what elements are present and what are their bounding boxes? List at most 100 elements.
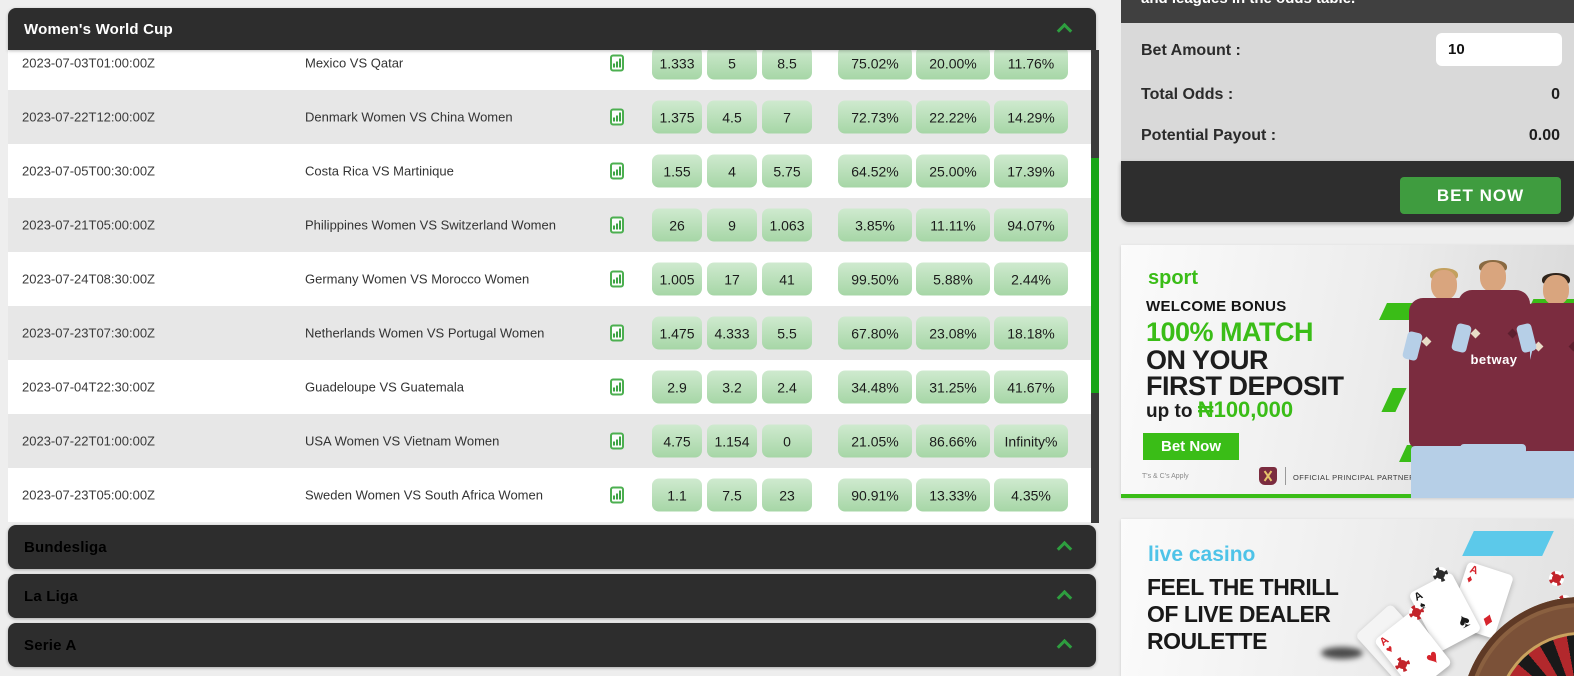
chevron-up-icon[interactable] xyxy=(1056,589,1073,606)
probability-button-home[interactable]: 99.50% xyxy=(838,262,912,296)
league-section-bar[interactable]: Bundesliga xyxy=(8,525,1096,569)
probability-button-draw[interactable]: 20.00% xyxy=(916,50,990,80)
odds-button-away[interactable]: 23 xyxy=(762,478,812,512)
odds-button-away[interactable]: 5.5 xyxy=(762,316,812,350)
probability-button-away[interactable]: 11.76% xyxy=(994,50,1068,80)
stats-chart-icon[interactable] xyxy=(610,378,624,396)
banner-bet-now-button[interactable]: Bet Now xyxy=(1143,433,1239,460)
odds-button-away[interactable]: 2.4 xyxy=(762,370,812,404)
casino-chip-red xyxy=(1395,657,1410,672)
league-section-bar[interactable]: La Liga xyxy=(8,574,1096,618)
probability-button-draw[interactable]: 23.08% xyxy=(916,316,990,350)
match-row: 2023-07-22T12:00:00Z Denmark Women VS Ch… xyxy=(8,90,1091,144)
probability-button-away[interactable]: 14.29% xyxy=(994,100,1068,134)
probability-button-away[interactable]: 2.44% xyxy=(994,262,1068,296)
odds-button-draw[interactable]: 7.5 xyxy=(707,478,757,512)
match-name: Sweden Women VS South Africa Women xyxy=(305,487,543,503)
match-date: 2023-07-21T05:00:00Z xyxy=(22,217,155,233)
probability-button-home[interactable]: 21.05% xyxy=(838,424,912,458)
probability-button-away[interactable]: 4.35% xyxy=(994,478,1068,512)
stats-chart-icon[interactable] xyxy=(610,432,624,450)
probability-group: 3.85% 11.11% 94.07% xyxy=(838,208,1068,242)
probability-button-draw[interactable]: 13.33% xyxy=(916,478,990,512)
probability-button-draw[interactable]: 86.66% xyxy=(916,424,990,458)
probability-button-home[interactable]: 64.52% xyxy=(838,154,912,188)
banner-terms-text: T's & C's Apply xyxy=(1142,473,1189,480)
league-header-womens-world-cup[interactable]: Women's World Cup xyxy=(8,8,1096,50)
odds-button-home[interactable]: 1.475 xyxy=(652,316,702,350)
odds-button-draw[interactable]: 3.2 xyxy=(707,370,757,404)
odds-button-home[interactable]: 4.75 xyxy=(652,424,702,458)
chevron-up-icon[interactable] xyxy=(1056,22,1073,39)
odds-group: 1.005 17 41 xyxy=(652,262,812,296)
odds-button-draw[interactable]: 5 xyxy=(707,50,757,80)
probability-button-draw[interactable]: 25.00% xyxy=(916,154,990,188)
odds-button-home[interactable]: 26 xyxy=(652,208,702,242)
probability-button-away[interactable]: 94.07% xyxy=(994,208,1068,242)
stats-chart-icon[interactable] xyxy=(610,216,624,234)
probability-button-draw[interactable]: 11.11% xyxy=(916,208,990,242)
chevron-up-icon[interactable] xyxy=(1056,638,1073,655)
probability-button-draw[interactable]: 31.25% xyxy=(916,370,990,404)
probability-button-draw[interactable]: 22.22% xyxy=(916,100,990,134)
jersey-brand-text: betway xyxy=(1470,352,1518,367)
probability-button-home[interactable]: 90.91% xyxy=(838,478,912,512)
sport-welcome-bonus-banner[interactable]: betway sport WELCOME BONUS 100% MATCH ON… xyxy=(1121,245,1574,498)
odds-button-draw[interactable]: 4 xyxy=(707,154,757,188)
probability-group: 99.50% 5.88% 2.44% xyxy=(838,262,1068,296)
odds-button-home[interactable]: 1.333 xyxy=(652,50,702,80)
league-section-bar[interactable]: Serie A xyxy=(8,623,1096,667)
odds-button-away[interactable]: 0 xyxy=(762,424,812,458)
probability-button-away[interactable]: 41.67% xyxy=(994,370,1068,404)
match-row: 2023-07-24T08:30:00Z Germany Women VS Mo… xyxy=(8,252,1091,306)
probability-button-home[interactable]: 75.02% xyxy=(838,50,912,80)
table-scrollbar-track[interactable] xyxy=(1091,50,1099,523)
stats-chart-icon[interactable] xyxy=(610,162,624,180)
casino-chip-red xyxy=(1409,605,1424,620)
probability-button-home[interactable]: 72.73% xyxy=(838,100,912,134)
probability-group: 34.48% 31.25% 41.67% xyxy=(838,370,1068,404)
odds-button-home[interactable]: 1.375 xyxy=(652,100,702,134)
probability-button-away[interactable]: 17.39% xyxy=(994,154,1068,188)
green-accent-shape xyxy=(1381,388,1407,412)
odds-button-away[interactable]: 8.5 xyxy=(762,50,812,80)
odds-button-away[interactable]: 1.063 xyxy=(762,208,812,242)
betslip-header-note: and leagues in the odds table. xyxy=(1141,0,1355,7)
odds-group: 26 9 1.063 xyxy=(652,208,812,242)
probability-button-draw[interactable]: 5.88% xyxy=(916,262,990,296)
probability-group: 90.91% 13.33% 4.35% xyxy=(838,478,1068,512)
odds-button-draw[interactable]: 1.154 xyxy=(707,424,757,458)
odds-button-draw[interactable]: 4.5 xyxy=(707,100,757,134)
probability-button-home[interactable]: 3.85% xyxy=(838,208,912,242)
stats-chart-icon[interactable] xyxy=(610,270,624,288)
bet-now-button[interactable]: BET NOW xyxy=(1400,177,1561,214)
live-casino-banner[interactable]: A ♦ ♦ A ♠ ♠ A ♥ ♥ live casino FEEL THE THRILL … xyxy=(1121,519,1574,676)
stats-chart-icon[interactable] xyxy=(610,324,624,342)
table-scrollbar-thumb[interactable] xyxy=(1091,158,1099,393)
matches-table: 2023-07-03T01:00:00Z Mexico VS Qatar 1.3… xyxy=(8,50,1091,522)
chevron-up-icon[interactable] xyxy=(1056,540,1073,557)
total-odds-value: 0 xyxy=(1551,86,1560,103)
odds-button-home[interactable]: 1.1 xyxy=(652,478,702,512)
match-name: Guadeloupe VS Guatemala xyxy=(305,379,464,395)
league-section-label: La Liga xyxy=(24,587,78,605)
odds-button-home[interactable]: 1.55 xyxy=(652,154,702,188)
odds-button-away[interactable]: 5.75 xyxy=(762,154,812,188)
probability-button-away[interactable]: Infinity% xyxy=(994,424,1068,458)
odds-button-draw[interactable]: 17 xyxy=(707,262,757,296)
casino-chip-red xyxy=(1549,571,1564,586)
stats-chart-icon[interactable] xyxy=(610,108,624,126)
odds-button-home[interactable]: 1.005 xyxy=(652,262,702,296)
probability-button-home[interactable]: 34.48% xyxy=(838,370,912,404)
odds-button-away[interactable]: 7 xyxy=(762,100,812,134)
odds-button-home[interactable]: 2.9 xyxy=(652,370,702,404)
odds-button-away[interactable]: 41 xyxy=(762,262,812,296)
bet-amount-input[interactable] xyxy=(1436,33,1562,66)
probability-button-away[interactable]: 18.18% xyxy=(994,316,1068,350)
odds-button-draw[interactable]: 4.333 xyxy=(707,316,757,350)
match-date: 2023-07-22T12:00:00Z xyxy=(22,109,155,125)
odds-button-draw[interactable]: 9 xyxy=(707,208,757,242)
stats-chart-icon[interactable] xyxy=(610,54,624,72)
probability-button-home[interactable]: 67.80% xyxy=(838,316,912,350)
stats-chart-icon[interactable] xyxy=(610,486,624,504)
